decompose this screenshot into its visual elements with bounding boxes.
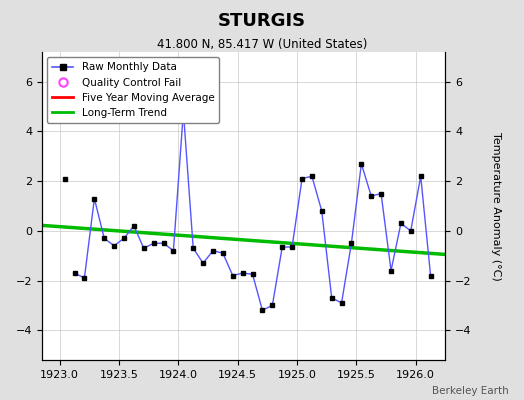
Text: STURGIS: STURGIS: [218, 12, 306, 30]
Legend: Raw Monthly Data, Quality Control Fail, Five Year Moving Average, Long-Term Tren: Raw Monthly Data, Quality Control Fail, …: [47, 57, 220, 123]
Text: Berkeley Earth: Berkeley Earth: [432, 386, 508, 396]
Text: 41.800 N, 85.417 W (United States): 41.800 N, 85.417 W (United States): [157, 38, 367, 51]
Y-axis label: Temperature Anomaly (°C): Temperature Anomaly (°C): [491, 132, 501, 280]
